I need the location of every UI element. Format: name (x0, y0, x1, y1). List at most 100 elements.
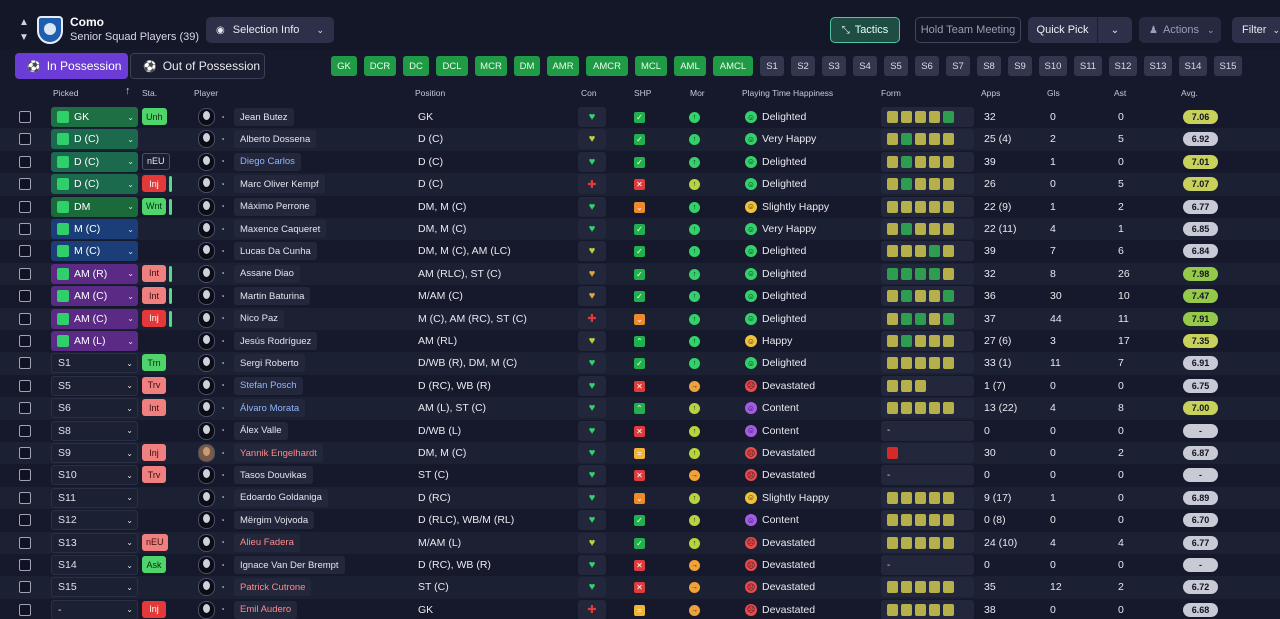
position-chip-s3[interactable]: S3 (822, 56, 846, 76)
column-average-rating[interactable]: Avg. (1181, 88, 1198, 98)
picked-dropdown[interactable]: AM (C) ⌄ (51, 286, 138, 307)
row-checkbox[interactable] (19, 267, 31, 280)
form-strip[interactable]: - (881, 555, 974, 575)
player-info-icon[interactable]: ◔ (220, 605, 225, 615)
player-info-icon[interactable]: ◔ (220, 157, 225, 167)
column-playing-time-happiness[interactable]: Playing Time Happiness (742, 88, 834, 98)
row-checkbox[interactable] (19, 133, 31, 146)
position-chip-s8[interactable]: S8 (977, 56, 1001, 76)
position-chip-s5[interactable]: S5 (884, 56, 908, 76)
row-checkbox[interactable] (19, 447, 31, 459)
picked-dropdown[interactable]: AM (L) ⌄ (51, 331, 138, 351)
player-name[interactable]: Emil Audero (234, 600, 298, 619)
player-name[interactable]: Yannik Engelhardt (234, 444, 323, 462)
row-checkbox[interactable] (19, 200, 31, 213)
picked-dropdown[interactable]: S5 ⌄ (51, 375, 138, 396)
column-morale[interactable]: Mor (690, 88, 705, 98)
position-chip-s6[interactable]: S6 (915, 56, 939, 76)
table-row[interactable]: D (C) ⌄ Inj ◔ Marc Oliver Kempf D (C) ✚ ✕ ↑ ☺ Deli… (0, 173, 1280, 196)
position-chip-amcr[interactable]: AMCR (586, 56, 628, 76)
form-strip[interactable] (881, 308, 974, 329)
form-strip[interactable] (881, 510, 974, 531)
filter-button[interactable]: Filter ⌄ (1232, 17, 1280, 43)
position-chip-s10[interactable]: S10 (1039, 56, 1067, 76)
player-info-icon[interactable]: ◔ (220, 515, 225, 525)
status-badge[interactable]: Int (142, 287, 166, 305)
picked-dropdown[interactable]: M (C) ⌄ (51, 241, 138, 262)
player-info-icon[interactable]: ◔ (220, 112, 225, 122)
chevron-down-icon[interactable]: ▼ (19, 32, 29, 43)
table-row[interactable]: M (C) ⌄ ◔ Maxence Caqueret DM, M (C) ♥ ✓ ↑ ☺ Very… (0, 218, 1280, 241)
form-strip[interactable] (881, 151, 974, 172)
player-name[interactable]: Stefan Posch (234, 376, 303, 395)
row-checkbox[interactable] (19, 155, 31, 168)
column-apps[interactable]: Apps (981, 88, 1001, 98)
table-row[interactable]: D (C) ⌄ ◔ Alberto Dossena D (C) ♥ ✓ ↑ ☺ Very Happ… (0, 128, 1280, 151)
table-row[interactable]: S1 ⌄ Trn ◔ Sergi Roberto D/WB (R), DM, M (C) ♥… (0, 352, 1280, 375)
row-checkbox[interactable] (19, 559, 31, 571)
player-name[interactable]: Alieu Fadera (234, 533, 300, 552)
player-name[interactable]: Diego Carlos (234, 152, 301, 171)
form-strip[interactable] (881, 196, 974, 217)
position-chip-s4[interactable]: S4 (853, 56, 877, 76)
table-row[interactable]: S5 ⌄ Trv ◔ Stefan Posch D (RC), WB (R) ♥ ✕ → ☹ Dev… (0, 375, 1280, 397)
position-chip-mcl[interactable]: MCL (635, 56, 667, 76)
sort-arrow-up-icon[interactable]: ↑ (125, 85, 131, 97)
table-row[interactable]: - ⌄ Inj ◔ Emil Audero GK ✚ = → ☹ Devastated 38 0 0 6.6… (0, 599, 1280, 619)
table-row[interactable]: GK ⌄ Unh ◔ Jean Butez GK ♥ ✓ ↑ ☺ Delighted 32 0 0 7.06 (0, 106, 1280, 128)
row-checkbox[interactable] (19, 178, 31, 191)
table-row[interactable]: D (C) ⌄ nEU ◔ Diego Carlos D (C) ♥ ✓ ↑ ☺ Delighted… (0, 151, 1280, 173)
picked-dropdown[interactable]: AM (R) ⌄ (51, 263, 138, 284)
form-strip[interactable] (881, 599, 974, 619)
picked-dropdown[interactable]: AM (C) ⌄ (51, 308, 138, 329)
picked-dropdown[interactable]: - ⌄ (51, 599, 138, 619)
form-strip[interactable] (881, 174, 974, 195)
position-chip-amr[interactable]: AMR (547, 56, 579, 76)
picked-dropdown[interactable]: D (C) ⌄ (51, 129, 138, 150)
position-chip-mcr[interactable]: MCR (475, 56, 507, 76)
row-checkbox[interactable] (19, 357, 31, 370)
form-strip[interactable] (881, 129, 974, 150)
row-checkbox[interactable] (19, 245, 31, 258)
tab-in-possession[interactable]: ⚽ In Possession (15, 53, 128, 79)
column-status[interactable]: Sta. (142, 88, 158, 98)
player-name[interactable]: Jesús Rodríguez (234, 332, 318, 350)
position-chip-s14[interactable]: S14 (1179, 56, 1207, 76)
picked-dropdown[interactable]: M (C) ⌄ (51, 219, 138, 239)
player-name[interactable]: Maxence Caqueret (234, 220, 327, 238)
tab-out-of-possession[interactable]: ⚽ Out of Possession (130, 53, 265, 79)
form-strip[interactable] (881, 263, 974, 284)
form-strip[interactable] (881, 375, 974, 396)
status-badge[interactable]: nEU (142, 533, 168, 551)
row-checkbox[interactable] (19, 402, 31, 415)
table-row[interactable]: S14 ⌄ Ask ◔ Ignace Van Der Brempt D (RC), WB … (0, 554, 1280, 576)
table-row[interactable]: AM (R) ⌄ Int ◔ Assane Diao AM (RLC), ST (C) ♥ ✓… (0, 262, 1280, 286)
player-info-icon[interactable]: ◔ (220, 246, 225, 256)
player-info-icon[interactable]: ◔ (220, 314, 225, 324)
player-info-icon[interactable]: ◔ (220, 470, 225, 480)
form-strip[interactable] (881, 487, 974, 508)
player-name[interactable]: Álex Valle (234, 421, 288, 440)
player-info-icon[interactable]: ◔ (220, 426, 225, 436)
column-position[interactable]: Position (415, 88, 446, 98)
form-strip[interactable] (881, 443, 974, 463)
hold-team-meeting-button[interactable]: Hold Team Meeting (915, 17, 1021, 43)
table-row[interactable]: S10 ⌄ Trv ◔ Tasos Douvikas ST (C) ♥ ✕ → ☹ Devastat… (0, 464, 1280, 486)
status-badge[interactable]: Inj (142, 175, 166, 193)
player-name[interactable]: Máximo Perrone (234, 197, 316, 216)
column-player[interactable]: Player (194, 88, 219, 98)
form-strip[interactable] (881, 219, 974, 239)
player-name[interactable]: Edoardo Goldaniga (234, 488, 328, 507)
player-info-icon[interactable]: ◔ (220, 134, 225, 144)
quick-pick-button[interactable]: Quick Pick ⌄ (1028, 17, 1132, 43)
form-strip[interactable]: - (881, 420, 974, 441)
status-badge[interactable]: nEU (142, 152, 170, 170)
position-chip-dcr[interactable]: DCR (364, 56, 396, 76)
row-checkbox[interactable] (19, 223, 31, 235)
picked-dropdown[interactable]: GK ⌄ (51, 107, 138, 127)
position-chip-s2[interactable]: S2 (791, 56, 815, 76)
picked-dropdown[interactable]: S8 ⌄ (51, 420, 138, 441)
column-picked[interactable]: Picked (53, 88, 79, 98)
row-checkbox[interactable] (19, 111, 31, 123)
player-name[interactable]: Nico Paz (234, 309, 285, 328)
